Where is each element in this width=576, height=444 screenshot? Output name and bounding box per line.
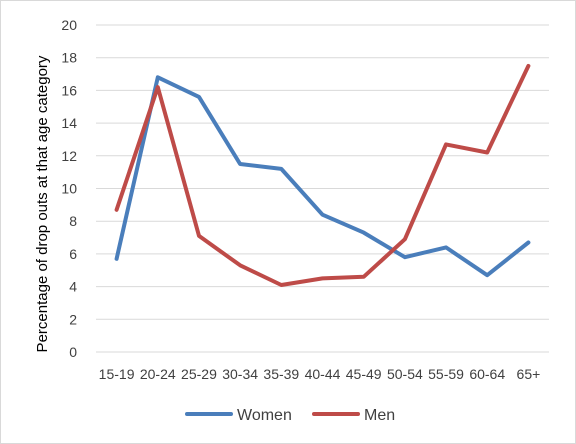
series-lines	[114, 63, 531, 287]
y-tick-label-6: 6	[69, 246, 77, 262]
y-tick-label-4: 4	[69, 279, 77, 295]
y-axis-title: Percentage of drop outs at that age cate…	[34, 55, 51, 352]
x-tick-labels: 15-19 20-24 25-29 30-34 35-39 40-44 45-49 50-54…	[99, 366, 541, 382]
x-tick-label-30-34: 30-34	[222, 366, 258, 382]
x-tick-label-25-29: 25-29	[181, 366, 217, 382]
y-tick-label-8: 8	[69, 213, 77, 229]
y-tick-labels: 0 2 4 6 8 10 12 14 16 18 20	[61, 17, 77, 360]
y-tick-label-0: 0	[69, 344, 77, 360]
x-tick-label-20-24: 20-24	[140, 366, 176, 382]
legend-label-men: Men	[364, 407, 395, 424]
y-tick-label-14: 14	[61, 115, 77, 131]
legend: Women Men	[185, 407, 395, 424]
y-tick-label-10: 10	[61, 181, 77, 197]
x-tick-label-50-54: 50-54	[387, 366, 423, 382]
x-tick-label-15-19: 15-19	[99, 366, 135, 382]
y-tick-label-16: 16	[61, 82, 77, 98]
series-line-men	[114, 63, 531, 287]
gridlines	[96, 24, 549, 353]
x-tick-label-40-44: 40-44	[305, 366, 341, 382]
x-tick-label-55-59: 55-59	[428, 366, 464, 382]
y-tick-label-20: 20	[61, 17, 77, 33]
y-tick-label-12: 12	[61, 148, 77, 164]
x-tick-label-35-39: 35-39	[263, 366, 299, 382]
x-tick-label-45-49: 45-49	[346, 366, 382, 382]
x-tick-label-65+: 65+	[517, 366, 541, 382]
y-tick-label-18: 18	[61, 50, 77, 66]
y-tick-label-2: 2	[69, 311, 77, 327]
legend-label-women: Women	[237, 407, 292, 424]
x-tick-label-60-64: 60-64	[469, 366, 505, 382]
series-line-women	[114, 75, 531, 278]
